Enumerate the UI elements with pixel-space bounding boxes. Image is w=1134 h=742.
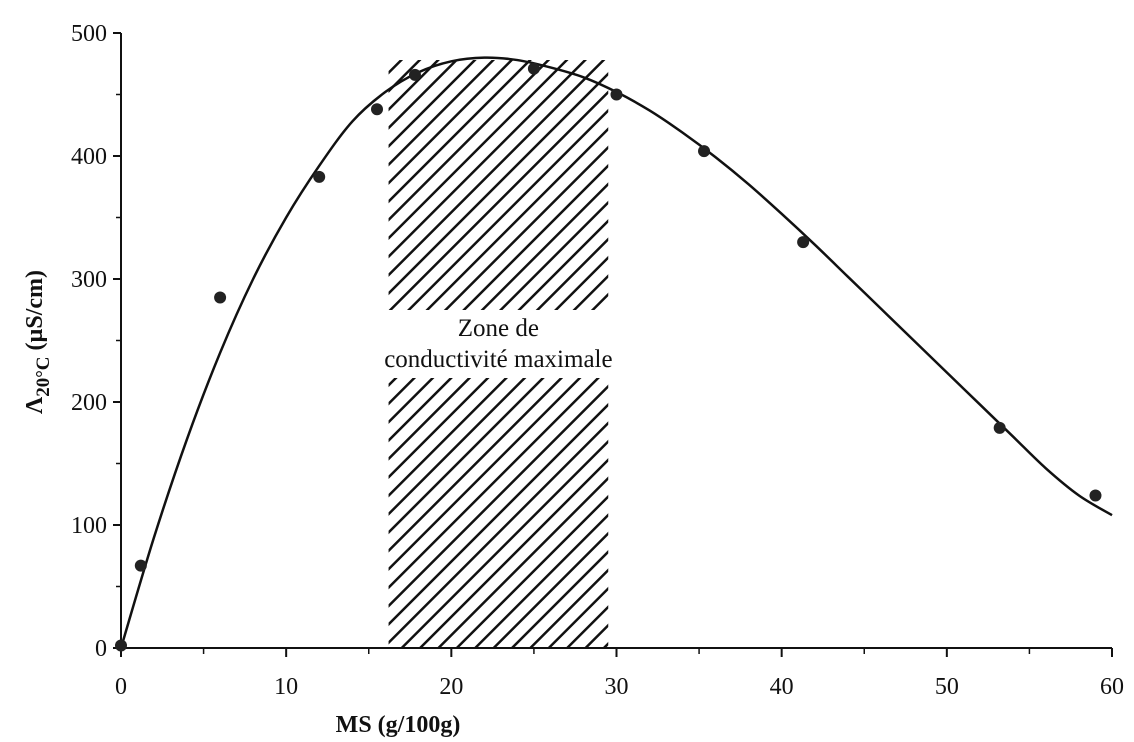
- zone-label-line-2: conductivité maximale: [384, 346, 612, 373]
- x-tick-label: 60: [1100, 674, 1124, 700]
- zone-hatch-lower: [388, 378, 609, 648]
- zone-label: Zone de conductivité maximale: [384, 315, 612, 373]
- data-point: [371, 103, 384, 116]
- y-tick-label: 500: [71, 21, 107, 47]
- data-point: [610, 88, 623, 101]
- y-tick-label: 0: [95, 636, 107, 662]
- x-tick-label: 40: [770, 674, 794, 700]
- axes: 0 10 20 30 40 50 60 0 100 200 300 400 500: [71, 21, 1124, 700]
- data-point: [134, 559, 147, 572]
- x-tick-label: 0: [115, 674, 127, 700]
- data-point: [313, 170, 326, 183]
- y-tick-label: 200: [71, 390, 107, 416]
- zone-hatch-upper: [388, 60, 609, 310]
- x-tick-label: 20: [439, 674, 463, 700]
- max-conductivity-zone: [388, 60, 609, 648]
- data-point: [1089, 489, 1102, 502]
- x-tick-label: 30: [605, 674, 629, 700]
- data-points: [115, 62, 1102, 652]
- y-axis-title: Λ20°C (µS/cm): [22, 270, 54, 414]
- y-axis-title-symbol: Λ: [22, 396, 48, 414]
- y-axis-title-unit: (µS/cm): [22, 270, 48, 356]
- data-point: [115, 639, 127, 652]
- data-point: [698, 145, 711, 158]
- data-point: [214, 291, 227, 304]
- fit-curve-layer: [119, 56, 1113, 649]
- data-point: [797, 236, 810, 249]
- data-point: [993, 421, 1006, 434]
- x-tick-label: 10: [274, 674, 298, 700]
- x-tick-label: 50: [935, 674, 959, 700]
- y-tick-label: 100: [71, 513, 107, 539]
- x-axis-title: MS (g/100g): [336, 712, 461, 738]
- zone-label-line-1: Zone de: [458, 315, 539, 342]
- data-point: [408, 68, 421, 81]
- fit-curve: [119, 56, 1113, 649]
- y-tick-label: 300: [71, 267, 107, 293]
- y-axis-title-subscript: 20°C: [33, 356, 54, 396]
- data-point: [527, 62, 540, 75]
- y-tick-label: 400: [71, 144, 107, 170]
